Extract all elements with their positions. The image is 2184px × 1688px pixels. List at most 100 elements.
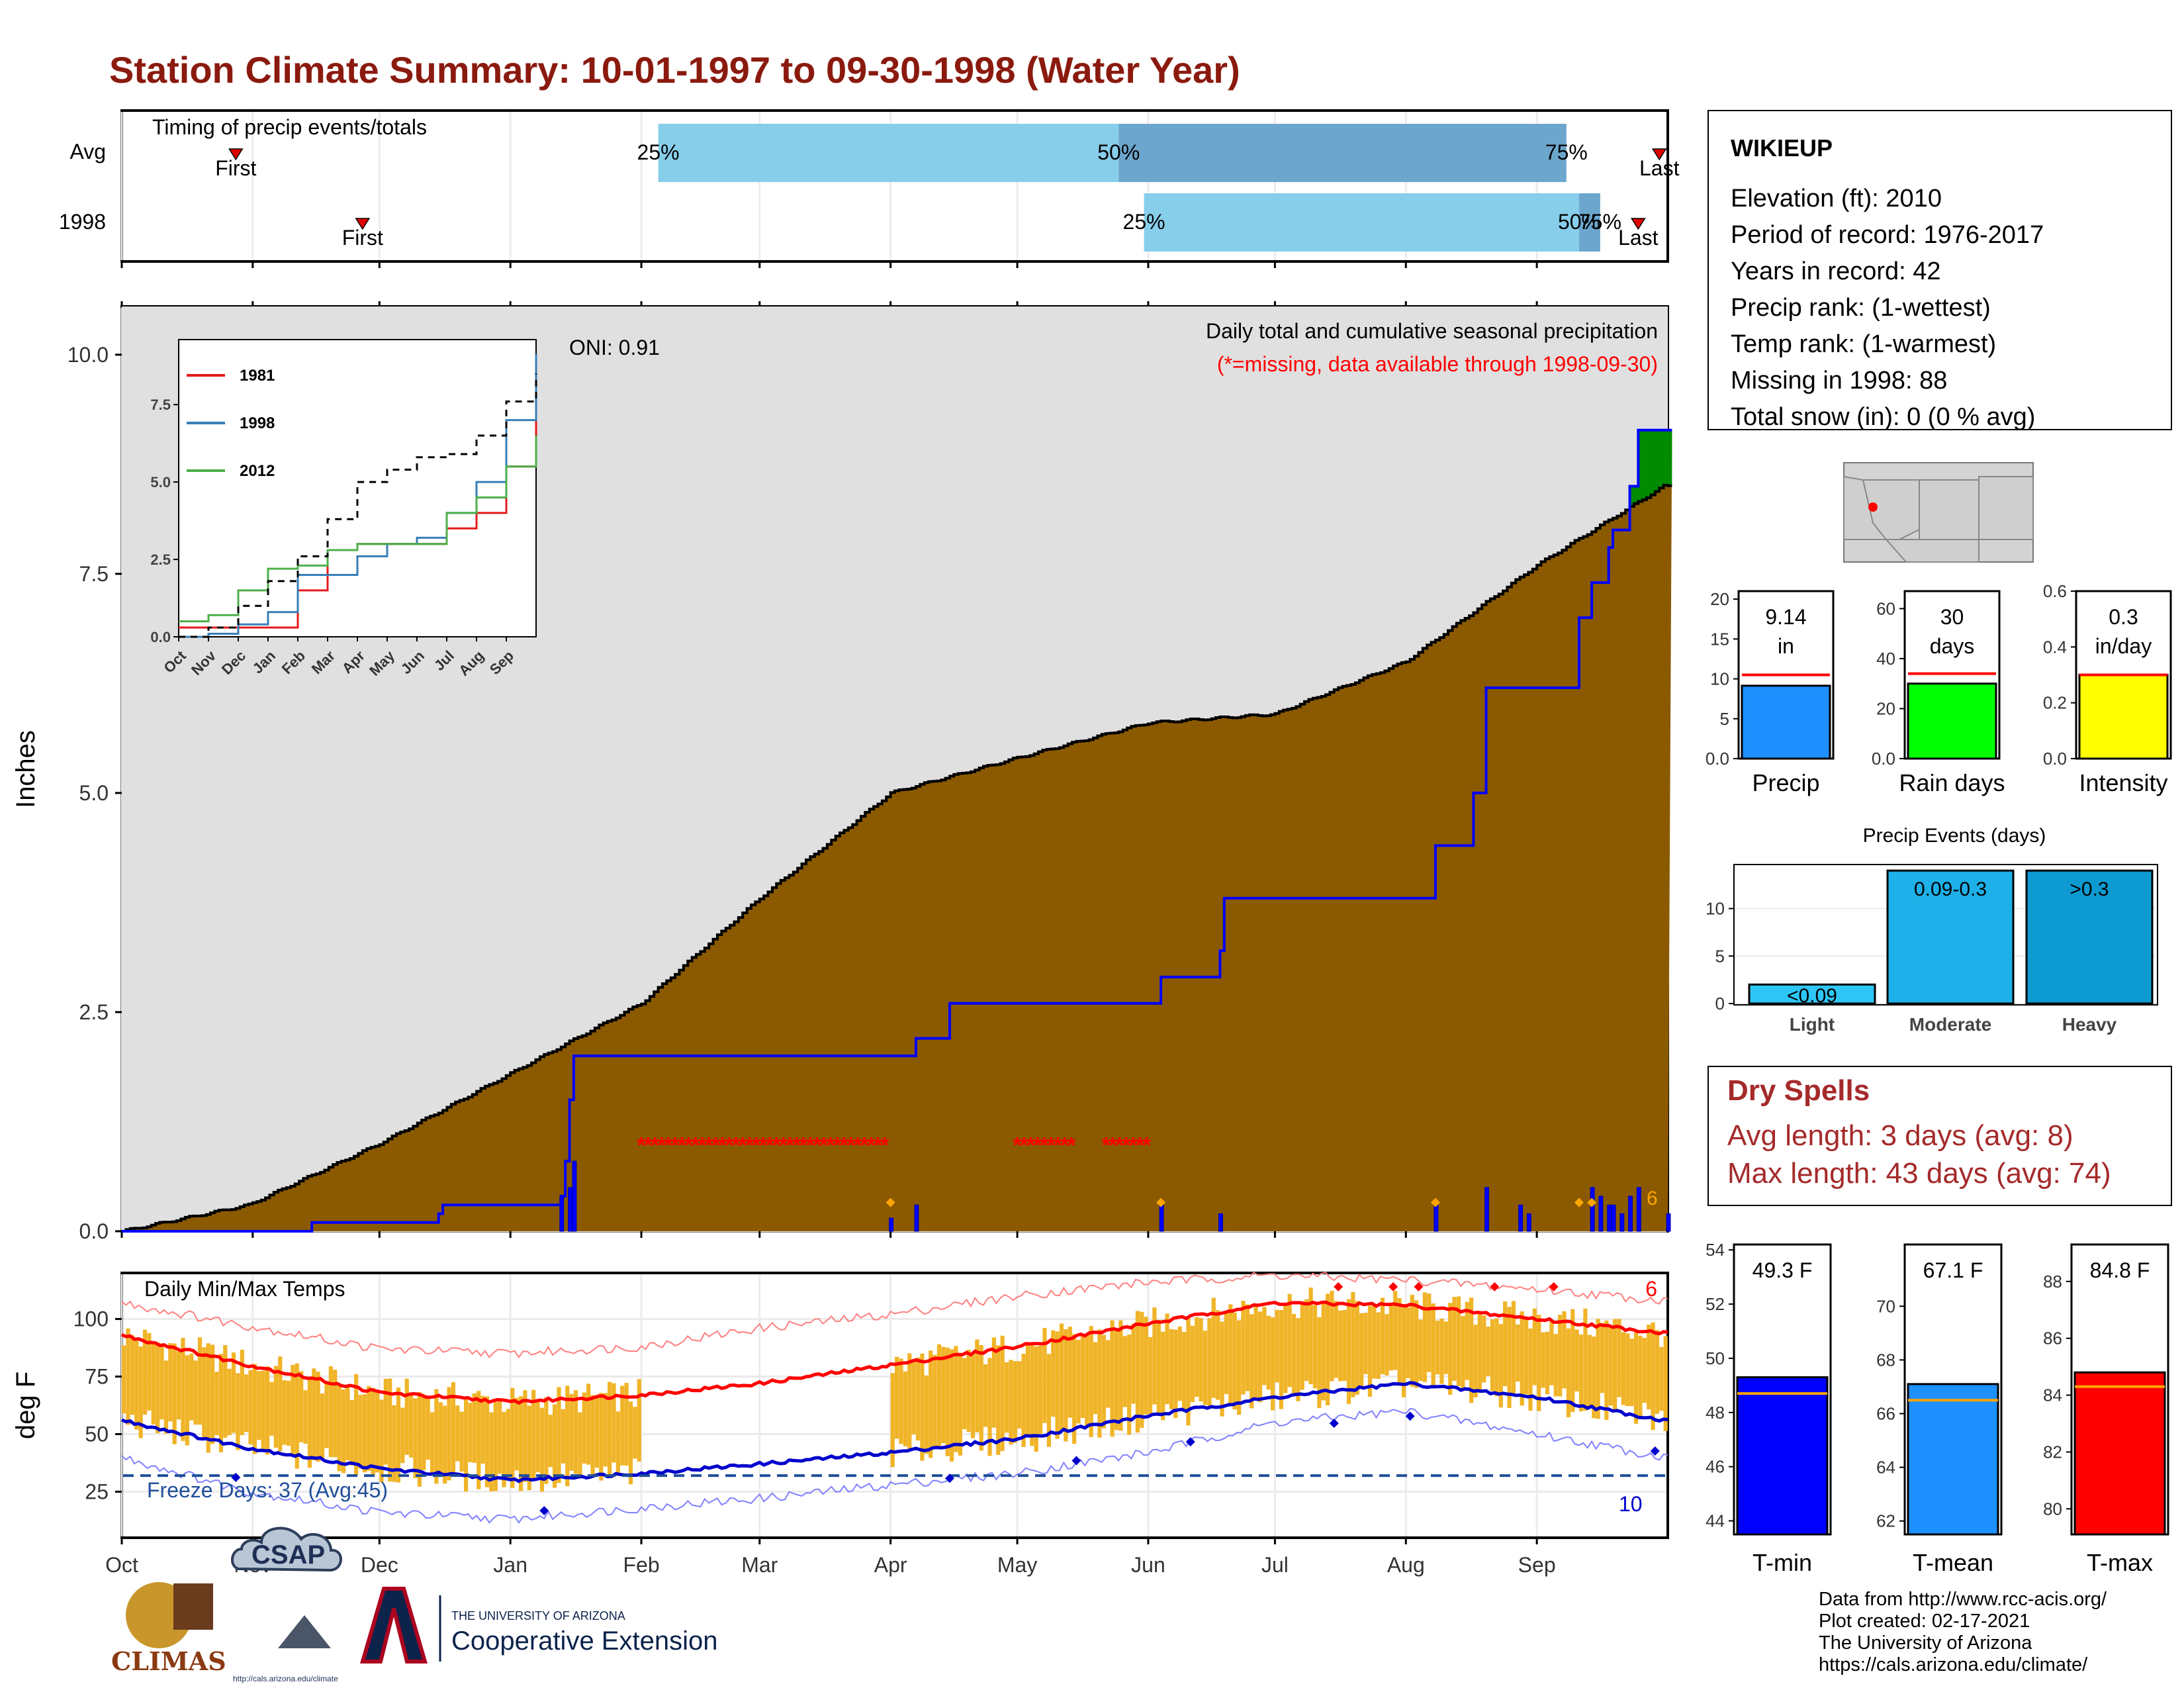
daily-precip-bar [1433,1204,1439,1232]
daily-temp-range-bar [1312,1305,1318,1389]
inset-series-line [179,435,537,623]
daily-precip-bar [1636,1187,1641,1232]
events-category-label: Moderate [1909,1014,1991,1035]
daily-temp-range-bar [227,1368,232,1436]
daily-temp-range-bar [1068,1327,1072,1418]
gauge-y-tick-label: 88 [2043,1272,2062,1291]
climas-wordmark: CLIMAS [111,1646,226,1676]
daily-temp-range-bar [1385,1314,1389,1376]
missing-day-marker: * [644,1133,653,1158]
events-bar-label: >0.3 [2070,878,2109,900]
daily-temp-range-bar [1030,1342,1034,1446]
heavy-event-marker [1587,1197,1597,1207]
daily-temp-range-bar [1574,1329,1579,1392]
daily-temp-range-bar [594,1396,600,1468]
daily-temp-range-bar [1296,1318,1300,1401]
daily-temp-range-bar [341,1389,346,1474]
events-bar [1748,983,1876,1005]
daily-temp-range-bar [1156,1319,1161,1416]
missing-day-marker: * [1026,1133,1036,1158]
daily-temp-range-bar [484,1396,490,1487]
timing-q50-q75-bar [1578,193,1600,252]
daily-temp-range-bar [1228,1304,1233,1404]
daily-temp-range-bar [1330,1290,1334,1382]
gauge-y-tick-label: 62 [1876,1511,1895,1531]
daily-temp-range-bar [404,1378,409,1455]
daily-precip-bar [559,1196,565,1232]
daily-precip-bar [889,1217,894,1232]
heavy-event-marker [1156,1197,1166,1207]
missing-day-marker: * [765,1133,774,1158]
daily-temp-range-bar [539,1407,545,1492]
daily-temp-range-bar [941,1346,946,1444]
record-low-marker [1650,1446,1660,1456]
record-low-line [121,1407,1668,1524]
missing-day-marker: * [670,1133,680,1158]
daily-temp-range-bar [176,1351,181,1420]
missing-day-marker: * [867,1133,876,1158]
daily-temp-range-bar [1617,1319,1621,1397]
missing-day-marker: * [1013,1133,1022,1158]
daily-temp-range-bar [1592,1336,1596,1419]
daily-temp-range-bar [1093,1342,1098,1415]
gauge-category-label: T-min [1752,1549,1812,1576]
daily-temp-range-bar [945,1347,950,1456]
daily-temp-range-bar [1321,1301,1326,1401]
footer-line: The University of Arizona [1819,1632,2032,1654]
daily-temp-range-bar [168,1342,173,1422]
month-tick-label: May [997,1553,1037,1577]
main-y-tick-label: 0.0 [79,1219,109,1243]
climas-logo: CLIMAS [111,1582,226,1676]
daily-temp-range-bar [991,1337,996,1428]
daily-temp-range-bar [236,1373,240,1450]
daily-temp-range-bar [1017,1361,1022,1429]
gauge-value-label: in/day [2095,634,2152,658]
daily-temp-range-bar [278,1356,283,1452]
main-y-tick-label: 2.5 [79,1000,109,1024]
daily-temp-range-bar [1308,1288,1313,1385]
daily-temp-range-bar [1106,1340,1111,1408]
daily-temp-range-bar [1013,1361,1017,1443]
gauge-value-label: 67.1 F [1923,1258,1983,1282]
daily-temp-range-bar [1604,1320,1609,1420]
month-tick-label: Mar [741,1553,778,1577]
daily-temp-range-bar [1490,1319,1495,1391]
daily-temp-range-bar [933,1354,937,1447]
daily-temp-range-bar [303,1390,308,1444]
daily-temp-range-bar [1346,1299,1351,1405]
daily-temp-range-bar [316,1372,320,1462]
daily-temp-range-bar [1541,1332,1545,1388]
daily-temp-range-bar [409,1393,414,1458]
daily-temp-range-bar [1427,1293,1432,1372]
timing-q25-q50-bar [658,124,1119,182]
station-line: Missing in 1998: 88 [1731,367,1947,395]
daily-precip-bar [1666,1213,1671,1232]
daily-temp-range-bar [1570,1309,1575,1413]
timing-first-marker [355,218,371,230]
inset-legend-label: 1981 [240,367,275,385]
daily-temp-range-bar [367,1386,371,1472]
daily-temp-range-bar [498,1398,502,1474]
month-tick-label: Sep [1518,1553,1556,1577]
timing-q25-q50-bar [1144,193,1579,252]
daily-temp-range-bar [983,1364,988,1427]
daily-temp-range-bar [1629,1338,1634,1407]
hot-count-label: 6 [1645,1277,1657,1301]
missing-day-marker: * [705,1133,714,1158]
daily-temp-range-bar [1583,1308,1588,1411]
main-y-axis-label: Inches [11,730,40,808]
csap-url: http://cals.arizona.edu/climate [233,1674,338,1683]
daily-temp-range-bar [218,1354,223,1452]
daily-temp-range-bar [468,1403,473,1462]
daily-precip-bar [572,1160,577,1232]
gauge-category-label: Intensity [2079,769,2167,796]
daily-temp-range-bar [307,1378,312,1468]
daily-temp-range-bar [970,1352,976,1438]
missing-day-marker: * [826,1133,835,1158]
daily-temp-range-bar [1224,1313,1229,1395]
daily-temp-range-bar [1393,1291,1398,1370]
missing-day-marker: * [1047,1133,1056,1158]
daily-temp-range-bar [506,1409,511,1478]
daily-temp-range-bar [1372,1303,1377,1379]
daily-temp-range-bar [628,1401,633,1485]
